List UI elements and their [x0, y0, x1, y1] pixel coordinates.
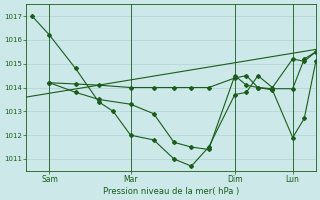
X-axis label: Pression niveau de la mer( hPa ): Pression niveau de la mer( hPa ) — [103, 187, 239, 196]
